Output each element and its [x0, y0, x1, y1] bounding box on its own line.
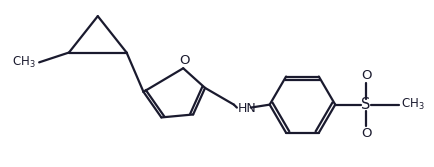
- Text: CH$_3$: CH$_3$: [400, 97, 424, 112]
- Text: CH$_3$: CH$_3$: [13, 55, 36, 70]
- Text: O: O: [360, 69, 371, 82]
- Text: O: O: [178, 54, 189, 67]
- Text: O: O: [360, 127, 371, 140]
- Text: S: S: [361, 97, 370, 112]
- Text: HN: HN: [237, 102, 256, 115]
